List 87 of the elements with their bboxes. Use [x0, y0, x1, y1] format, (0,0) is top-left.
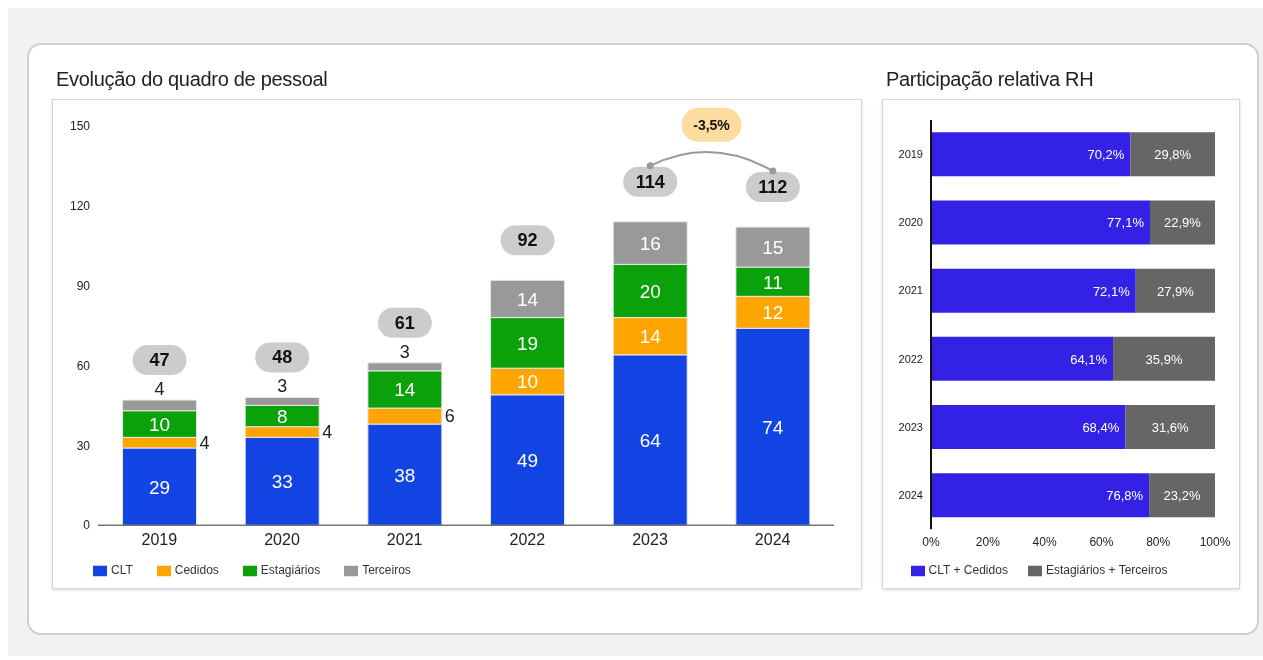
x-tick-label: 0%	[922, 534, 940, 549]
x-tick-label: 2019	[141, 530, 178, 548]
data-label: 68,4%	[1082, 420, 1120, 436]
legend-label: CLT	[111, 563, 133, 578]
bar	[931, 336, 1114, 381]
y-tick-label: 2021	[898, 284, 923, 297]
chart-title: Evolução do quadro de pessoal	[56, 68, 329, 92]
bar	[931, 132, 1131, 177]
x-tick-label: 80%	[1146, 534, 1171, 549]
data-label: 29	[148, 476, 171, 498]
x-tick-label: 40%	[1032, 534, 1057, 549]
data-label: 19	[516, 332, 539, 354]
y-tick-label: 2024	[898, 488, 923, 501]
data-label: 4	[199, 432, 210, 453]
total-label: 61	[394, 312, 415, 333]
annotation: -3,5%	[693, 116, 731, 133]
data-label: 20	[639, 280, 661, 302]
y-tick-label: 150	[69, 119, 91, 134]
data-label: 14	[639, 326, 662, 348]
data-label: 31,6%	[1151, 420, 1189, 436]
data-label: 23,2%	[1163, 488, 1201, 504]
legend-label: Estagiários	[260, 563, 321, 578]
y-tick-label: 60	[76, 358, 91, 373]
data-label: 16	[639, 233, 661, 255]
y-tick-label: 2019	[898, 148, 923, 160]
data-label: 15	[762, 237, 784, 259]
y-tick-label: 30	[76, 438, 91, 453]
bar	[931, 473, 1150, 518]
data-label: 11	[763, 271, 783, 293]
bar	[1149, 200, 1215, 245]
y-tick-label: 2022	[898, 352, 923, 365]
total-label: 112	[758, 177, 788, 198]
x-tick-label: 100%	[1199, 534, 1231, 549]
data-label: 3	[399, 341, 410, 362]
legend-label: Estagiários + Terceiros	[1045, 563, 1168, 578]
data-label: 38	[394, 464, 416, 486]
data-label: 12	[762, 302, 784, 324]
bar	[1130, 132, 1215, 177]
total-label: 47	[149, 350, 170, 371]
total-label: 92	[517, 230, 538, 251]
x-tick-label: 20%	[975, 534, 1001, 549]
bar	[1113, 336, 1215, 381]
total-label: 114	[635, 171, 665, 192]
x-tick-label: 2024	[754, 530, 791, 548]
bar	[931, 268, 1136, 313]
x-tick-label: 2020	[264, 530, 300, 548]
bar	[931, 200, 1150, 245]
data-label: 22,9%	[1164, 215, 1202, 231]
data-label: 6	[444, 406, 455, 427]
data-label: 35,9%	[1145, 351, 1183, 367]
data-label: 4	[154, 379, 165, 400]
legend-label: CLT + Cedidos	[928, 563, 1008, 578]
data-label: 49	[516, 449, 539, 471]
total-label: 48	[272, 347, 293, 368]
data-label: 4	[322, 422, 333, 443]
x-tick-label: 2022	[509, 530, 546, 548]
legend-label: Terceiros	[362, 563, 411, 578]
data-label: 64,1%	[1070, 351, 1108, 367]
x-tick-label: 2021	[386, 530, 423, 548]
legend-label: Cedidos	[174, 563, 219, 578]
bar	[1125, 405, 1215, 450]
chart-title: Participação relativa RH	[886, 68, 1095, 92]
y-tick-label: 90	[76, 278, 91, 293]
data-label: 14	[394, 379, 416, 401]
y-tick-label: 2020	[898, 216, 923, 229]
data-label: 10	[516, 371, 539, 393]
data-label: 27,9%	[1156, 283, 1195, 299]
data-label: 29,8%	[1154, 147, 1192, 163]
data-label: 72,1%	[1092, 283, 1131, 299]
y-tick-label: 0	[83, 518, 91, 533]
data-label: 77,1%	[1107, 215, 1145, 231]
x-tick-label: 60%	[1089, 534, 1114, 549]
data-label: 70,2%	[1087, 147, 1125, 163]
data-label: 76,8%	[1106, 488, 1144, 504]
data-label: 10	[148, 414, 171, 436]
data-label: 14	[516, 288, 539, 310]
bar	[1135, 268, 1215, 313]
data-label: 33	[271, 471, 293, 493]
data-label: 3	[277, 376, 288, 397]
y-tick-label: 120	[69, 199, 91, 214]
bar	[1149, 473, 1215, 518]
y-tick-label: 2023	[898, 420, 923, 433]
bar	[931, 405, 1126, 450]
data-label: 8	[276, 406, 288, 428]
x-tick-label: 2023	[632, 530, 668, 548]
data-label: 64	[639, 430, 662, 452]
data-label: 74	[762, 416, 784, 438]
